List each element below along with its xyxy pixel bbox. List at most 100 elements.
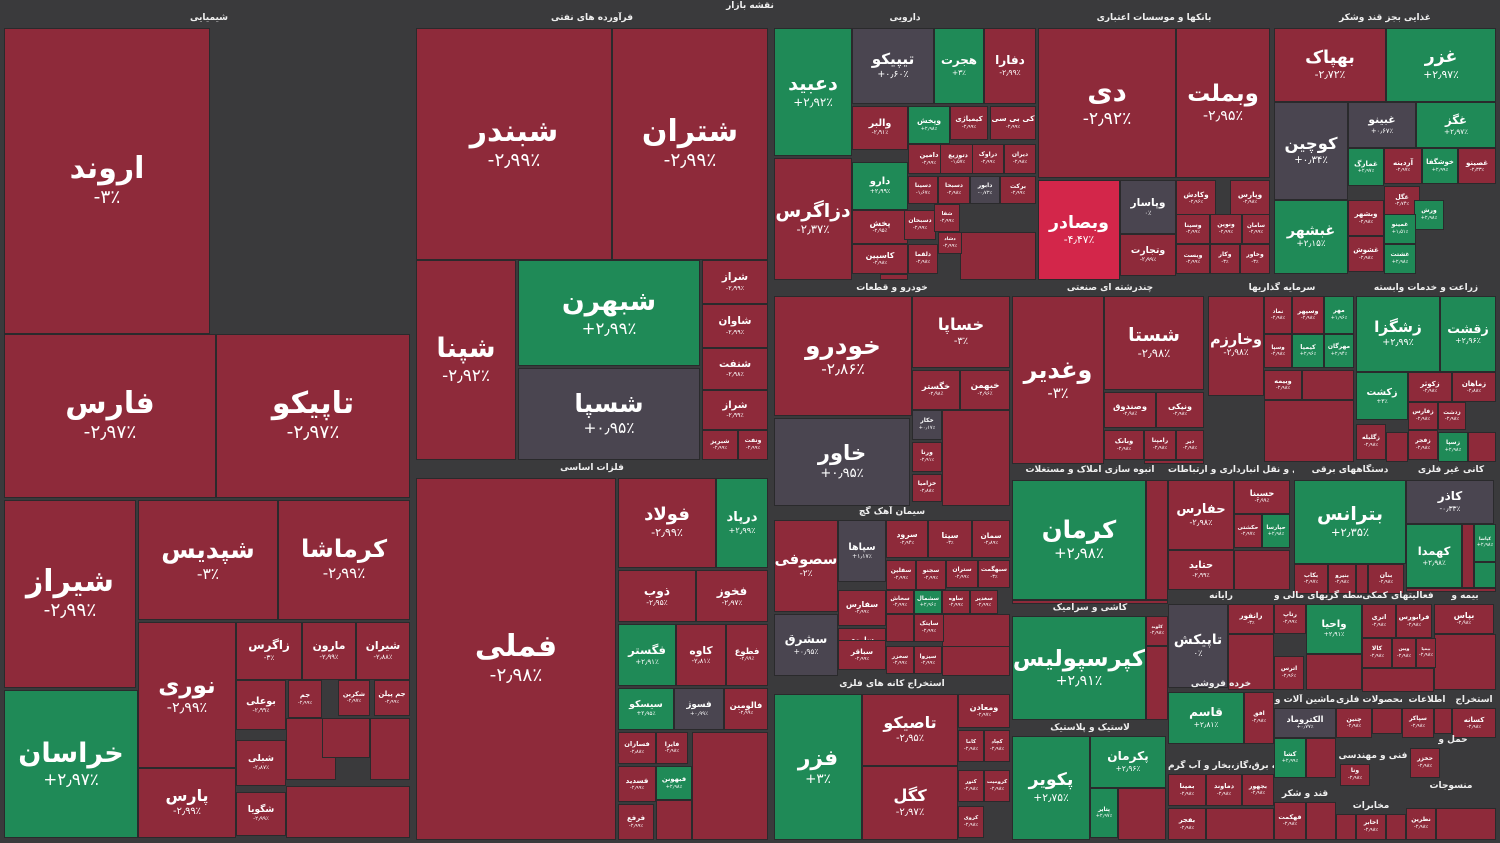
symbol-tile[interactable]: زقشت +۲٫۹۶٪ (1440, 296, 1496, 372)
symbol-tile[interactable]: کاما -۲٫۹۸٪ (958, 730, 984, 762)
symbol-tile[interactable]: غگز +۲٫۹۷٪ (1416, 102, 1496, 148)
minor-symbol-tile[interactable] (286, 786, 410, 838)
symbol-tile[interactable]: سمان -۲٫۸۹٪ (972, 520, 1010, 558)
symbol-tile[interactable]: سایتک -۲٫۹۹٪ (914, 614, 944, 642)
symbol-tile[interactable]: وسپا -۲٫۹۸٪ (1264, 334, 1292, 368)
symbol-tile[interactable]: کرمان +۲٫۹۸٪ (1012, 480, 1146, 600)
minor-symbol-tile[interactable] (1462, 524, 1474, 588)
symbol-tile[interactable]: بیمپا -۲٫۹۸٪ (1416, 638, 1436, 668)
minor-symbol-tile[interactable] (656, 800, 692, 840)
minor-symbol-tile[interactable] (1118, 788, 1166, 840)
symbol-tile[interactable]: سیزوا -۲٫۹۹٪ (914, 646, 942, 674)
symbol-tile[interactable]: جم -۲٫۹۹٪ (288, 680, 322, 718)
symbol-tile[interactable]: بپاس -۲٫۹۸٪ (1434, 604, 1494, 634)
symbol-tile[interactable]: ونوین -۲٫۹۹٪ (1210, 214, 1242, 244)
symbol-tile[interactable]: چنین -۲٫۹۸٪ (1336, 708, 1372, 738)
symbol-tile[interactable]: نماد -۲٫۹۸٪ (1264, 296, 1292, 334)
symbol-tile[interactable]: دسبحان -۲٫۹۹٪ (904, 210, 936, 240)
symbol-tile[interactable]: ونیکی -۲٫۹۸٪ (1156, 392, 1204, 428)
minor-symbol-tile[interactable] (1474, 562, 1496, 588)
symbol-tile[interactable]: رامپنا -۲٫۹۸٪ (1144, 430, 1176, 460)
symbol-tile[interactable]: کپاشا +۲٫۹۸٪ (1474, 524, 1496, 562)
minor-symbol-tile[interactable] (942, 410, 1010, 506)
symbol-tile[interactable]: فسازان -۲٫۸۸٪ (618, 732, 656, 764)
minor-symbol-tile[interactable] (1146, 646, 1168, 720)
symbol-tile[interactable]: زفجر -۲٫۹۸٪ (1408, 430, 1438, 460)
symbol-tile[interactable]: وسینا -۲٫۹۹٪ (1176, 214, 1210, 244)
symbol-tile[interactable]: پتایر +۲٫۹۷٪ (1090, 788, 1118, 838)
symbol-tile[interactable]: وبملت -۲٫۹۵٪ (1176, 28, 1270, 178)
symbol-tile[interactable]: وکادش -۲٫۹۶٪ (1176, 180, 1216, 216)
symbol-tile[interactable]: وبست -۲٫۹۹٪ (1176, 244, 1210, 274)
symbol-tile[interactable]: حخزر -۲٫۹۸٪ (1410, 748, 1440, 778)
symbol-tile[interactable]: فسدید -۲٫۹۹٪ (618, 766, 656, 802)
symbol-tile[interactable]: سپاکر -۲٫۹۸٪ (1402, 708, 1434, 738)
symbol-tile[interactable]: سشمال +۲٫۹۶٪ (914, 590, 942, 614)
symbol-tile[interactable]: مهر +۱٫۹۶٪ (1324, 296, 1354, 334)
symbol-tile[interactable]: حکشتی -۲٫۹۷٪ (1234, 514, 1262, 548)
minor-symbol-tile[interactable] (1302, 370, 1354, 400)
symbol-tile[interactable]: کلوند -۲٫۹۸٪ (1146, 616, 1168, 646)
symbol-tile[interactable]: شکربن -۲٫۹۷٪ (338, 680, 370, 716)
symbol-tile[interactable]: خساپا -۳٪ (912, 296, 1010, 368)
symbol-tile[interactable]: کیمیا +۲٫۹۶٪ (1292, 334, 1324, 368)
symbol-tile[interactable]: فایرا -۲٫۹۸٪ (656, 732, 688, 764)
symbol-tile[interactable]: مارون -۲٫۹۹٪ (302, 622, 356, 680)
symbol-tile[interactable]: بمپنا -۲٫۹۸٪ (1168, 774, 1206, 806)
symbol-tile[interactable]: برکت -۲٫۹۹٪ (1000, 176, 1036, 204)
symbol-tile[interactable]: غشوش -۲٫۹۸٪ (1348, 236, 1384, 272)
symbol-tile[interactable]: وبصادر -۴٫۴۷٪ (1038, 180, 1120, 280)
symbol-tile[interactable]: غبینو +۰٫۶۷٪ (1348, 102, 1416, 148)
symbol-tile[interactable]: سخزر -۲٫۹۹٪ (886, 646, 914, 674)
symbol-tile[interactable]: سغدیر -۲٫۹۹٪ (970, 590, 998, 614)
symbol-tile[interactable]: ورش +۲٫۹۸٪ (1414, 200, 1444, 230)
symbol-tile[interactable]: دسبحا -۲٫۹۸٪ (938, 176, 970, 204)
symbol-tile[interactable]: خبهمن -۲٫۹۶٪ (960, 370, 1010, 410)
minor-symbol-tile[interactable] (1206, 808, 1274, 840)
symbol-tile[interactable]: شبریز -۲٫۹۹٪ (702, 430, 738, 460)
symbol-tile[interactable]: شیراز -۲٫۹۹٪ (4, 500, 136, 688)
symbol-tile[interactable]: پکویر +۲٫۷۵٪ (1012, 736, 1090, 840)
symbol-tile[interactable]: کسانه -۲٫۹۸٪ (1452, 708, 1496, 738)
symbol-tile[interactable]: سشرق +۰٫۹۵٪ (774, 614, 838, 676)
symbol-tile[interactable]: خودرو -۲٫۸۶٪ (774, 296, 912, 416)
symbol-tile[interactable]: پکرمان +۲٫۹۶٪ (1090, 736, 1166, 788)
symbol-tile[interactable]: غبشهر +۲٫۱۵٪ (1274, 200, 1348, 274)
symbol-tile[interactable]: حتاید -۲٫۹۹٪ (1168, 550, 1234, 590)
symbol-tile[interactable]: ونفت -۲٫۹۹٪ (738, 430, 768, 460)
symbol-tile[interactable]: سرود -۲٫۹۴٪ (886, 520, 928, 558)
minor-symbol-tile[interactable] (1434, 634, 1496, 690)
symbol-tile[interactable]: بهپاک -۲٫۷۲٪ (1274, 28, 1386, 102)
minor-symbol-tile[interactable] (1362, 668, 1434, 692)
symbol-tile[interactable]: دیران -۲٫۹۸٪ (1004, 144, 1036, 174)
symbol-tile[interactable]: نطرین -۲٫۹۸٪ (1406, 808, 1436, 840)
minor-symbol-tile[interactable] (1372, 708, 1402, 734)
symbol-tile[interactable]: خاور +۰٫۹۵٪ (774, 418, 910, 506)
symbol-tile[interactable]: شبهرن +۲٫۹۹٪ (518, 260, 700, 366)
symbol-tile[interactable]: خکار +۰٫۱۷٪ (912, 410, 942, 440)
symbol-tile[interactable]: سجنو -۲٫۹۹٪ (916, 560, 946, 590)
symbol-tile[interactable]: غزر +۲٫۹۷٪ (1386, 28, 1496, 102)
symbol-tile[interactable]: شپنا -۲٫۹۲٪ (416, 260, 516, 460)
symbol-tile[interactable]: ومعادن -۲٫۹۷٪ (958, 694, 1010, 728)
minor-symbol-tile[interactable] (322, 718, 370, 758)
minor-symbol-tile[interactable] (692, 732, 768, 840)
minor-symbol-tile[interactable] (880, 274, 908, 280)
symbol-tile[interactable]: ورنا -۲٫۹۱٪ (912, 442, 942, 472)
symbol-tile[interactable]: قهکمت -۲٫۹۸٪ (1274, 802, 1306, 840)
symbol-tile[interactable]: رتاپ -۲٫۹۹٪ (1274, 604, 1306, 634)
symbol-tile[interactable]: اترس -۲٫۹۶٪ (1274, 656, 1304, 690)
symbol-tile[interactable]: سفلین -۲٫۹۹٪ (886, 560, 916, 590)
minor-symbol-tile[interactable] (1468, 432, 1496, 462)
minor-symbol-tile[interactable] (960, 232, 1036, 280)
symbol-tile[interactable]: کاذر -۰٫۳۳٪ (1406, 480, 1494, 524)
symbol-tile[interactable]: بنیرو -۲٫۹۸٪ (1328, 564, 1356, 594)
symbol-tile[interactable]: غمینو +۱٫۵۱٪ (1384, 214, 1416, 244)
minor-symbol-tile[interactable] (1012, 600, 1168, 604)
symbol-tile[interactable]: کاسپین -۲٫۹۸٪ (852, 244, 908, 274)
symbol-tile[interactable]: فبهونن +۲٫۹۸٪ (656, 766, 692, 800)
symbol-tile[interactable]: دابور -۰٫۷۲٪ (970, 176, 1000, 204)
symbol-tile[interactable]: وکار -۳٪ (1210, 244, 1240, 274)
symbol-tile[interactable]: فرابورس -۲٫۹۸٪ (1396, 604, 1432, 638)
minor-symbol-tile[interactable] (1356, 564, 1368, 594)
